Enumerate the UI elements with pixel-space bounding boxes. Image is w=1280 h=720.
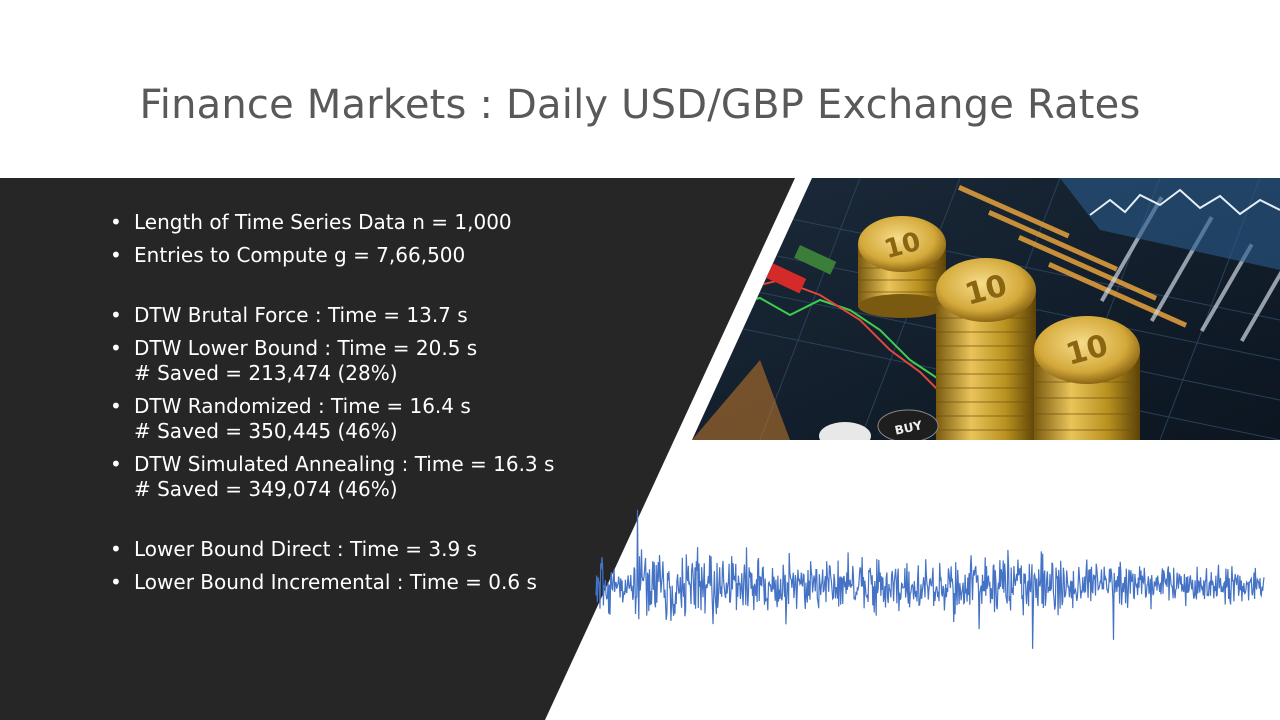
bullet-item: • DTW Simulated Annealing : Time = 16.3 s… [110,452,555,501]
bullet-list: • Length of Time Series Data n = 1,000 • E… [108,210,628,603]
bullet-item: • DTW Lower Bound : Time = 20.5 s # Saved … [110,336,478,385]
bullet-item: • DTW Randomized : Time = 16.4 s # Saved =… [110,394,471,443]
bullet-item: • Lower Bound Direct : Time = 3.9 s [110,537,477,561]
bullet-item: • DTW Brutal Force : Time = 13.7 s [110,303,468,327]
buy-key-label: BUY [893,418,923,437]
bullet-item: • Entries to Compute g = 7,66,500 [110,243,466,267]
bullet-item: • Length of Time Series Data n = 1,000 [110,210,512,234]
slide-title: Finance Markets : Daily USD/GBP Exchange… [139,82,1141,128]
bullet-item: • Lower Bound Incremental : Time = 0.6 s [110,570,537,594]
